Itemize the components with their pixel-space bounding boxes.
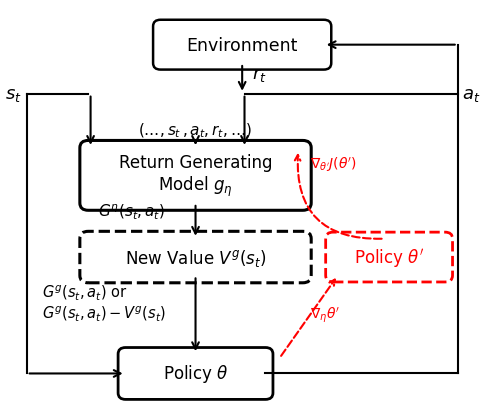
Text: $G^{\eta}(s_t, a_t)$: $G^{\eta}(s_t, a_t)$	[98, 202, 165, 221]
Text: $r_t$: $r_t$	[251, 66, 266, 84]
FancyBboxPatch shape	[153, 21, 331, 70]
Text: Return Generating
Model $g_{\eta}$: Return Generating Model $g_{\eta}$	[119, 153, 272, 199]
Text: New Value $V^g(s_t)$: New Value $V^g(s_t)$	[125, 247, 266, 268]
Text: $\nabla_{\eta}\theta'$: $\nabla_{\eta}\theta'$	[310, 305, 340, 324]
Text: $s_t$: $s_t$	[5, 85, 22, 103]
Text: $G^g(s_t, a_t)$ or
$G^g(s_t, a_t) - V^g(s_t)$: $G^g(s_t, a_t)$ or $G^g(s_t, a_t) - V^g(…	[42, 282, 166, 323]
Text: $\nabla_{\theta'}J(\theta')$: $\nabla_{\theta'}J(\theta')$	[310, 156, 357, 174]
FancyBboxPatch shape	[80, 141, 311, 211]
Text: $a_t$: $a_t$	[462, 85, 481, 103]
Text: Policy $\theta'$: Policy $\theta'$	[354, 246, 424, 269]
Text: Policy $\theta$: Policy $\theta$	[163, 363, 228, 385]
FancyBboxPatch shape	[326, 233, 452, 282]
Text: Environment: Environment	[187, 37, 298, 55]
Text: $(\ldots,s_t\,,a_t,r_t,\ldots)$: $(\ldots,s_t\,,a_t,r_t,\ldots)$	[139, 121, 253, 140]
FancyBboxPatch shape	[80, 232, 311, 283]
FancyBboxPatch shape	[118, 348, 273, 399]
